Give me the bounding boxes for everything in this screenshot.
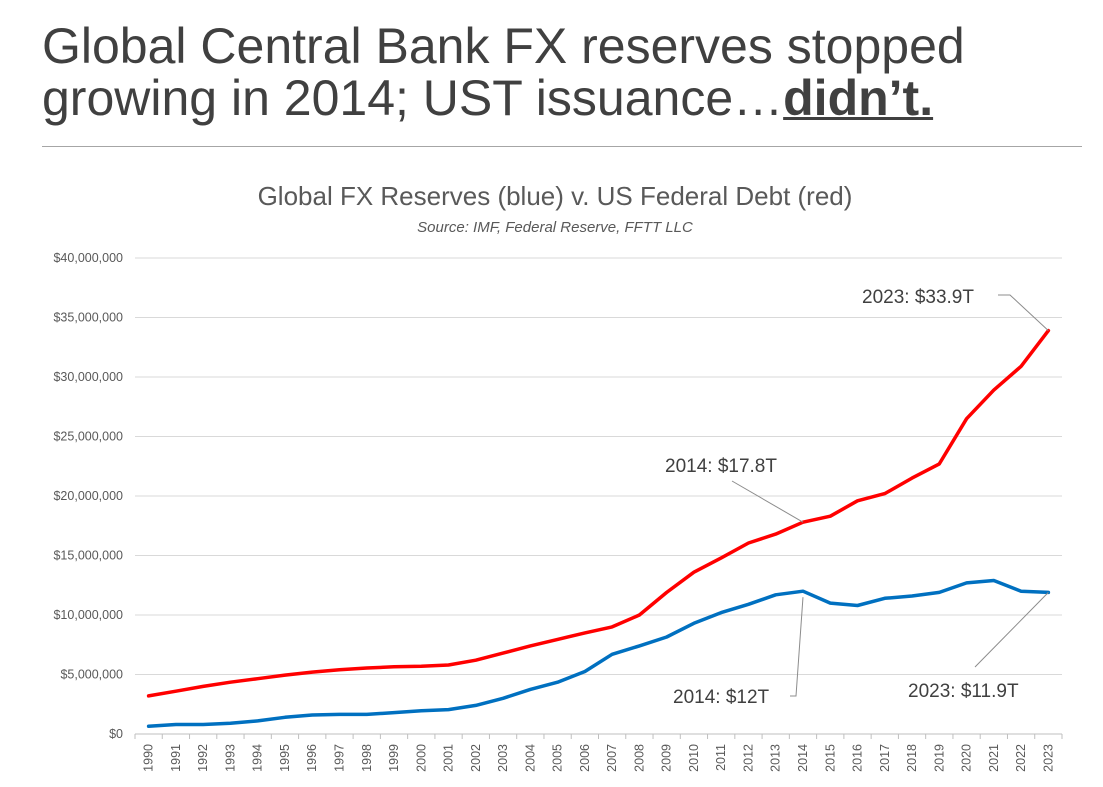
x-tick-label: 2021 [987,744,1001,772]
x-tick-label: 1999 [387,744,401,772]
annotation-leader-line [790,597,804,697]
x-tick-label: 2008 [632,744,646,772]
x-tick-label: 1994 [251,744,265,772]
y-tick-label: $0 [109,727,123,741]
x-tick-label: 2003 [496,744,510,772]
headline-line-2: growing in 2014; UST issuance…didn’t. [42,72,1082,124]
x-axis: 1990 1991 1992 1993 1994 1995 1996 1997 1998 1999… [134,734,1063,772]
x-tick-label: 2018 [905,744,919,772]
x-tick-label: 2005 [551,744,565,772]
x-tick-label: 2010 [687,744,701,772]
y-tick-label: $5,000,000 [60,668,123,682]
series-line-global-fx-reserves [146,578,1051,729]
annotation-leader-line [731,480,804,523]
x-tick-label: 2012 [741,744,755,772]
x-tick-label: 2022 [1014,744,1028,772]
annotation-label: 2023: $11.9T [908,681,1019,702]
x-tick-label: 2015 [823,744,837,772]
x-tick-label: 1991 [169,744,183,772]
x-tick-label: 2006 [578,744,592,772]
y-tick-label: $10,000,000 [53,608,123,622]
annotations: 2023: $33.9T 2014: $17.8T 2014: $12T 2023: … [665,287,1049,708]
x-tick-label: 2017 [878,744,892,772]
x-tick-label: 1992 [196,744,210,772]
annotation-leader-line [998,294,1049,331]
x-tick-label: 1996 [305,744,319,772]
x-tick-label: 2002 [469,744,483,772]
series-group [146,328,1051,729]
chart-title: Global FX Reserves (blue) v. US Federal … [258,181,853,211]
x-tick-label: 1998 [360,744,374,772]
x-tick-label: 2016 [851,744,865,772]
x-tick-label: 1993 [223,744,237,772]
x-tick-label: 1990 [142,744,156,772]
annotation-label: 2014: $17.8T [665,456,777,477]
x-tick-label: 2000 [414,744,428,772]
headline-divider [42,146,1082,147]
x-tick-label: 1997 [332,744,346,772]
annotation-leader-line [974,592,1049,668]
chart-subtitle: Source: IMF, Federal Reserve, FFTT LLC [417,219,693,236]
y-tick-label: $15,000,000 [53,549,123,563]
y-tick-label: $25,000,000 [53,430,123,444]
y-tick-label: $30,000,000 [53,370,123,384]
y-axis: $0 $5,000,000 $10,000,000 $15,000,000 $20,00… [53,251,123,741]
x-tick-label: 2019 [932,744,946,772]
y-tick-label: $40,000,000 [53,251,123,265]
x-tick-label: 2011 [714,744,728,771]
y-tick-label: $20,000,000 [53,489,123,503]
x-tick-label: 2014 [796,744,810,772]
headline: Global Central Bank FX reserves stopped … [42,20,1082,124]
x-tick-label: 2020 [960,744,974,772]
line-chart: Global FX Reserves (blue) v. US Federal … [53,181,1063,772]
annotation-label: 2014: $12T [673,687,770,708]
x-tick-label: 2001 [442,744,456,772]
headline-line-2-text: growing in 2014; UST issuance… [42,70,784,126]
x-tick-label: 2009 [660,744,674,772]
x-tick-label: 2013 [769,744,783,772]
x-tick-label: 2007 [605,744,619,772]
x-tick-label: 2023 [1041,744,1055,772]
series-line-us-federal-debt [146,328,1051,698]
y-tick-label: $35,000,000 [53,311,123,325]
annotation-label: 2023: $33.9T [862,287,974,308]
x-tick-label: 1995 [278,744,292,772]
headline-emphasis: didn’t. [783,70,934,126]
headline-line-1: Global Central Bank FX reserves stopped [42,18,965,74]
x-tick-label: 2004 [523,744,537,772]
